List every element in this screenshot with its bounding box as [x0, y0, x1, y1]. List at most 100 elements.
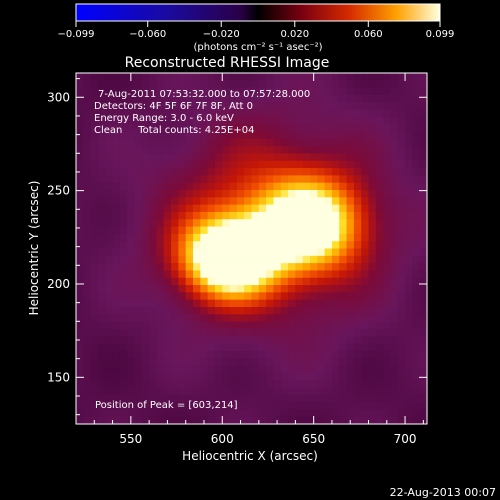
heatmap-pixel: [193, 285, 201, 293]
heatmap-pixel: [229, 153, 238, 162]
heatmap-pixel: [266, 241, 275, 250]
heatmap-pixel: [112, 197, 121, 206]
heatmap-pixel: [193, 336, 201, 345]
heatmap-pixel: [266, 175, 275, 184]
heatmap-pixel: [171, 131, 179, 140]
heatmap-pixel: [331, 116, 340, 125]
heatmap-pixel: [375, 153, 384, 162]
heatmap-pixel: [331, 409, 340, 418]
heatmap-pixel: [397, 416, 406, 425]
heatmap-pixel: [207, 263, 216, 272]
heatmap-pixel: [149, 226, 158, 235]
heatmap-pixel: [273, 277, 282, 286]
heatmap-pixel: [119, 402, 128, 410]
heatmap-pixel: [317, 248, 326, 257]
heatmap-pixel: [229, 416, 238, 425]
heatmap-pixel: [90, 372, 99, 381]
heatmap-pixel: [141, 124, 150, 133]
heatmap-pixel: [383, 131, 392, 140]
heatmap-pixel: [288, 255, 296, 264]
heatmap-pixel: [207, 416, 216, 425]
heatmap-pixel: [288, 263, 296, 272]
heatmap-pixel: [119, 94, 128, 103]
heatmap-pixel: [90, 263, 99, 272]
heatmap-pixel: [324, 343, 333, 352]
heatmap-pixel: [317, 365, 326, 374]
heatmap-pixel: [288, 328, 296, 337]
heatmap-pixel: [127, 131, 136, 140]
heatmap-pixel: [397, 255, 406, 264]
heatmap-pixel: [288, 124, 296, 133]
heatmap-pixel: [405, 394, 413, 403]
heatmap-pixel: [412, 168, 421, 176]
heatmap-pixel: [134, 380, 143, 389]
heatmap-pixel: [141, 219, 150, 228]
heatmap-pixel: [236, 263, 245, 272]
heatmap-pixel: [339, 321, 348, 330]
heatmap-pixel: [112, 94, 121, 103]
heatmap-pixel: [229, 160, 238, 169]
heatmap-pixel: [112, 307, 121, 315]
heatmap-pixel: [185, 380, 194, 389]
heatmap-pixel: [236, 394, 245, 403]
heatmap-pixel: [405, 321, 413, 330]
heatmap-pixel: [163, 94, 172, 103]
heatmap-pixel: [331, 87, 340, 96]
heatmap-pixel: [119, 321, 128, 330]
heatmap-pixel: [156, 102, 165, 111]
heatmap-pixel: [324, 116, 333, 125]
heatmap-pixel: [207, 160, 216, 169]
heatmap-pixel: [405, 211, 413, 220]
heatmap-pixel: [346, 285, 355, 293]
heatmap-pixel: [339, 285, 348, 293]
heatmap-pixel: [236, 336, 245, 345]
heatmap-pixel: [266, 197, 275, 206]
heatmap-pixel: [383, 277, 392, 286]
heatmap-pixel: [178, 248, 187, 257]
heatmap-pixel: [295, 73, 304, 81]
heatmap-pixel: [127, 292, 136, 301]
heatmap-pixel: [105, 387, 114, 396]
heatmap-pixel: [397, 285, 406, 293]
heatmap-pixel: [368, 277, 377, 286]
heatmap-pixel: [185, 350, 194, 359]
heatmap-pixel: [178, 124, 187, 133]
heatmap-pixel: [105, 175, 114, 184]
heatmap-pixel: [97, 102, 106, 111]
x-tick-label: 700: [394, 432, 417, 446]
heatmap-pixel: [288, 73, 296, 81]
heatmap-pixel: [193, 277, 201, 286]
heatmap-pixel: [200, 153, 209, 162]
heatmap-pixel: [273, 138, 282, 147]
heatmap-pixel: [200, 197, 209, 206]
heatmap-pixel: [127, 409, 136, 418]
heatmap-pixel: [368, 241, 377, 250]
heatmap-pixel: [97, 211, 106, 220]
heatmap-pixel: [156, 402, 165, 410]
heatmap-pixel: [346, 146, 355, 155]
heatmap-pixel: [397, 204, 406, 213]
heatmap-pixel: [112, 255, 121, 264]
heatmap-pixel: [134, 241, 143, 250]
heatmap-pixel: [331, 270, 340, 279]
heatmap-pixel: [310, 182, 318, 191]
heatmap-pixel: [97, 263, 106, 272]
heatmap-pixel: [331, 160, 340, 169]
heatmap-pixel: [90, 328, 99, 337]
heatmap-pixel: [331, 233, 340, 242]
heatmap-pixel: [324, 299, 333, 308]
heatmap-pixel: [76, 190, 84, 198]
heatmap-pixel: [207, 175, 216, 184]
heatmap-pixel: [353, 197, 362, 206]
heatmap-pixel: [200, 380, 209, 389]
heatmap-pixel: [383, 87, 392, 96]
y-axis-label: Heliocentric Y (arcsec): [27, 181, 41, 316]
heatmap-pixel: [412, 255, 421, 264]
heatmap-pixel: [361, 116, 370, 125]
heatmap-pixel: [251, 277, 260, 286]
heatmap-pixel: [324, 402, 333, 410]
heatmap-pixel: [119, 146, 128, 155]
heatmap-pixel: [295, 138, 304, 147]
heatmap-pixel: [419, 358, 428, 367]
heatmap-pixel: [83, 146, 92, 155]
